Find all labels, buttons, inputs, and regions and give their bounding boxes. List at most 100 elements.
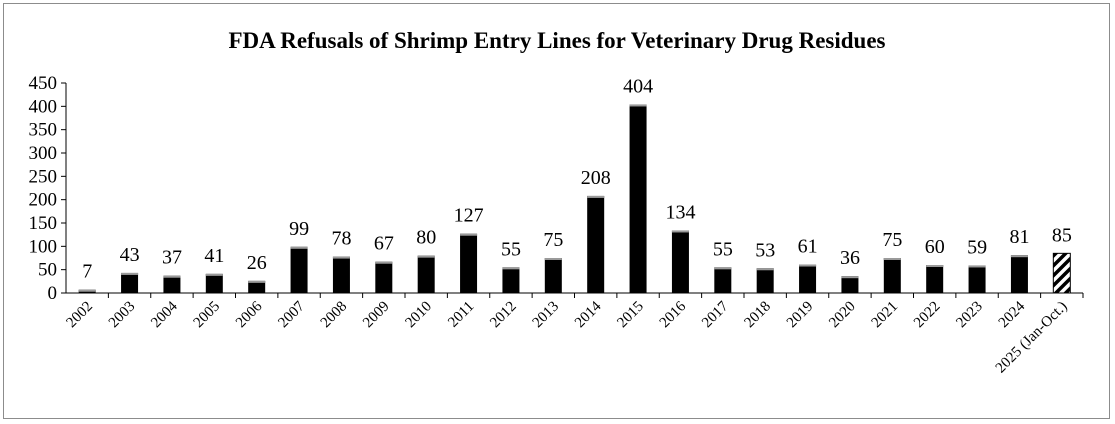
y-tick-label: 150: [29, 213, 58, 234]
chart-title: FDA Refusals of Shrimp Entry Lines for V…: [228, 28, 885, 53]
x-tick-label: 2013: [530, 299, 563, 332]
y-tick-label: 50: [38, 260, 57, 281]
y-tick-label: 0: [48, 283, 58, 304]
bar-2010: [417, 255, 435, 293]
bar-2003: [121, 272, 139, 293]
bar-2005: [205, 273, 223, 293]
data-label: 134: [665, 201, 695, 223]
bar-top-edge: [587, 195, 605, 198]
bar-top-edge: [629, 104, 647, 107]
data-label: 53: [755, 239, 775, 261]
y-tick-label: 350: [29, 120, 58, 141]
x-tick-label: 2014: [572, 298, 605, 331]
x-tick-label: 2015: [614, 299, 647, 332]
bar-top-edge: [78, 289, 96, 292]
chart-frame: [3, 3, 1110, 419]
bar-2004: [163, 275, 181, 293]
data-label: 7: [82, 261, 92, 283]
data-label: 75: [882, 229, 902, 251]
x-tick-label: 2006: [233, 298, 266, 331]
x-tick-label: 2012: [487, 299, 520, 332]
x-tick-label: 2007: [275, 298, 308, 331]
bar-top-edge: [375, 261, 393, 264]
bar-2022: [926, 265, 944, 293]
x-tick-label: 2004: [148, 298, 181, 331]
bar-top-edge: [883, 258, 901, 260]
bar-top-edge: [417, 255, 435, 258]
data-label: 67: [374, 233, 394, 255]
bar-top-edge: [205, 273, 223, 276]
bar-top-edge: [121, 272, 139, 275]
y-tick-label: 300: [29, 143, 58, 164]
bar-2015: [629, 104, 647, 293]
bar-top-edge: [502, 267, 520, 270]
bar-2012: [502, 267, 520, 293]
bar-2024: [1010, 255, 1028, 293]
data-label: 36: [840, 247, 860, 269]
x-tick-label: 2021: [869, 299, 902, 332]
data-label: 37: [162, 247, 182, 269]
bar-2025: [1052, 252, 1071, 294]
data-label: 41: [204, 245, 224, 267]
x-tick-label: 2018: [741, 299, 774, 332]
bar-2007: [290, 246, 308, 293]
bars: [78, 104, 1071, 294]
x-tick-label: 2023: [953, 299, 986, 332]
bar-2023: [968, 265, 986, 293]
x-tick-label: 2022: [911, 299, 944, 332]
data-label: 80: [416, 227, 436, 249]
y-tick-label: 400: [29, 96, 58, 117]
x-tick-label: 2002: [63, 299, 96, 332]
x-tick-label: 2016: [657, 298, 690, 331]
bar-top-edge: [332, 256, 350, 259]
x-tick-label: 2019: [784, 299, 817, 332]
bar-top-edge: [841, 276, 859, 279]
y-tick-label: 450: [29, 73, 58, 94]
bar-top-edge: [1010, 255, 1028, 258]
data-label: 404: [623, 75, 653, 97]
x-tick-label: 2008: [318, 299, 351, 332]
data-label: 43: [120, 244, 140, 266]
y-tick-label: 100: [29, 236, 58, 257]
bar-top-edge: [248, 280, 266, 283]
bar-2006: [248, 280, 266, 293]
bar-top-edge: [926, 265, 944, 267]
x-tick-label: 2003: [106, 299, 139, 332]
y-tick-label: 250: [29, 166, 58, 187]
bar-top-edge: [799, 264, 817, 267]
y-tick-label: 200: [29, 190, 58, 211]
data-label: 127: [454, 205, 484, 227]
data-label: 55: [713, 238, 733, 260]
bar-2021: [883, 258, 901, 293]
x-tick-label: 2005: [191, 299, 224, 332]
bar-2018: [756, 268, 774, 293]
bar-top-edge: [290, 246, 308, 249]
data-label: 75: [543, 229, 563, 251]
bar-top-edge: [544, 258, 562, 260]
bar-top-edge: [714, 267, 732, 270]
bar-2014: [587, 195, 605, 293]
x-tick-label: 2009: [360, 299, 393, 332]
bar-2019: [799, 264, 817, 293]
data-labels: 7 43 37 41 26 99 78 67 80 127 55 75 208 404 134 55 53 61 3…: [82, 75, 1072, 282]
data-label: 78: [331, 228, 351, 250]
bar-top-edge: [671, 230, 689, 233]
bar-top-edge: [756, 268, 774, 271]
bar-2013: [544, 258, 562, 293]
bar-top-edge: [968, 265, 986, 268]
data-label: 26: [247, 252, 267, 274]
bar-2020: [841, 276, 859, 293]
data-label: 61: [798, 236, 818, 258]
x-tick-label: 2024: [996, 298, 1029, 331]
data-label: 85: [1052, 224, 1072, 246]
bar-top-edge: [460, 233, 478, 236]
data-label: 99: [289, 218, 309, 240]
bar-2009: [375, 261, 393, 293]
data-label: 60: [925, 236, 945, 258]
data-label: 81: [1009, 226, 1029, 248]
data-label: 208: [581, 167, 611, 189]
bar-2017: [714, 267, 732, 293]
x-axis: 2002 2003 2004 2005 2006 2007 2008 2009 2010 2011…: [63, 292, 1084, 376]
